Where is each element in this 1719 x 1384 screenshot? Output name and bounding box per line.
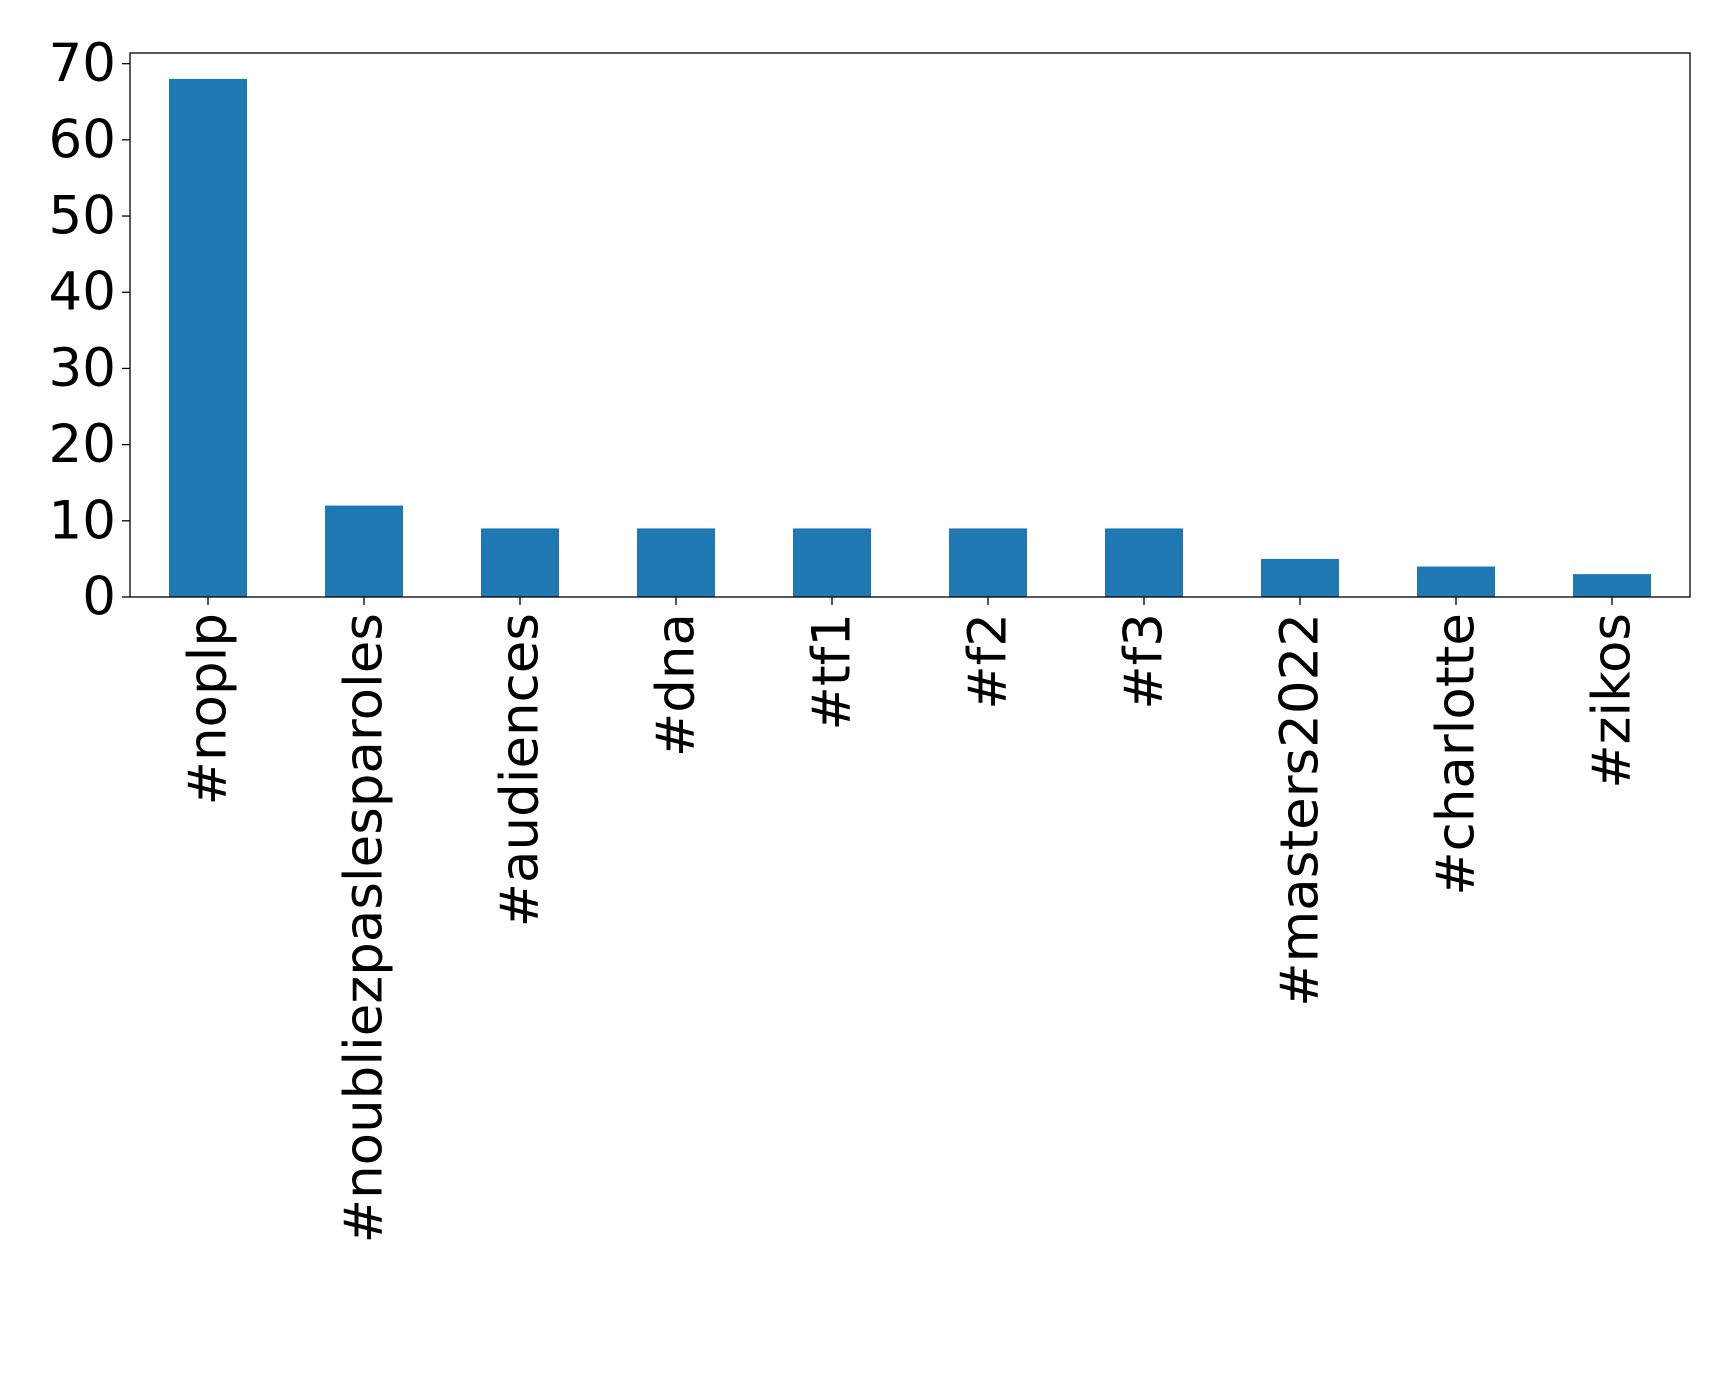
x-tick-label: #f3 bbox=[1114, 613, 1175, 710]
bar-f2 bbox=[949, 528, 1027, 597]
bar-audiences bbox=[481, 528, 559, 597]
bar-noubliezpaslesparoles bbox=[325, 505, 403, 597]
plot-frame bbox=[129, 52, 1691, 598]
x-tick-label: #charlotte bbox=[1426, 613, 1487, 896]
y-tick-label: 30 bbox=[49, 338, 116, 399]
y-tick-label: 40 bbox=[49, 262, 116, 323]
x-tick-label: #audiences bbox=[490, 613, 551, 927]
bar-masters2022 bbox=[1261, 558, 1339, 597]
x-axis: #noplp #noubliezpaslesparoles #audiences #d… bbox=[178, 597, 1643, 1243]
x-tick-label: #f2 bbox=[958, 613, 1019, 710]
y-axis: 0 10 20 30 40 50 60 70 bbox=[49, 33, 130, 628]
bar-zikos bbox=[1573, 574, 1651, 597]
bar-dna bbox=[637, 528, 715, 597]
bar-noplp bbox=[169, 78, 247, 597]
bar-tf1 bbox=[793, 528, 871, 597]
bars-layer bbox=[169, 78, 1651, 597]
x-tick-label: #noubliezpaslesparoles bbox=[334, 613, 395, 1243]
y-tick-label: 0 bbox=[82, 567, 116, 628]
x-tick-label: #masters2022 bbox=[1270, 613, 1331, 1007]
y-tick-label: 70 bbox=[49, 33, 116, 94]
x-tick-label: #dna bbox=[646, 613, 707, 757]
bar-f3 bbox=[1105, 528, 1183, 597]
x-tick-label: #noplp bbox=[178, 613, 239, 805]
bar-charlotte bbox=[1417, 566, 1495, 597]
y-tick-label: 10 bbox=[49, 490, 116, 551]
y-tick-label: 60 bbox=[49, 109, 116, 170]
y-tick-label: 20 bbox=[49, 414, 116, 475]
x-tick-label: #zikos bbox=[1582, 613, 1643, 789]
x-tick-label: #tf1 bbox=[802, 613, 863, 731]
y-tick-label: 50 bbox=[49, 186, 116, 247]
